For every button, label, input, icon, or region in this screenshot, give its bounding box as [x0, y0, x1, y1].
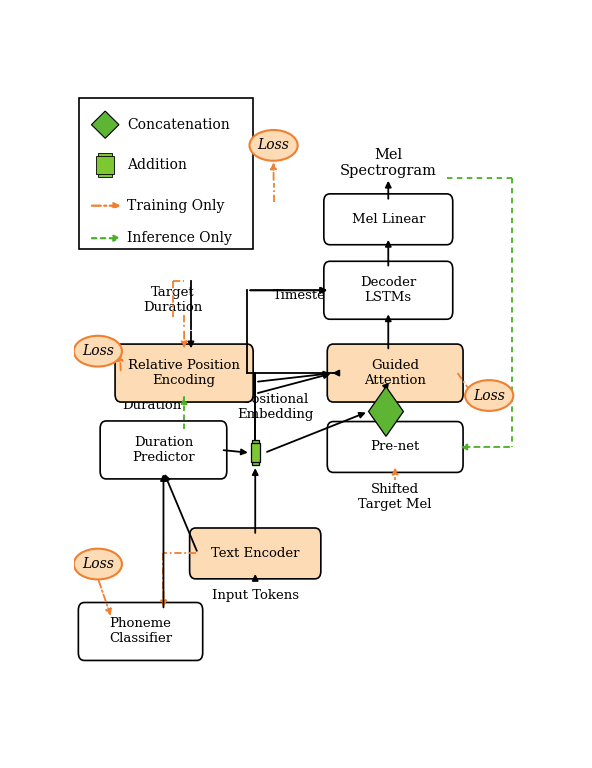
Text: Positional
Embedding: Positional Embedding — [237, 392, 314, 421]
FancyBboxPatch shape — [115, 344, 253, 402]
Polygon shape — [252, 441, 259, 465]
Text: Loss: Loss — [82, 557, 114, 571]
Text: Guided
Attention: Guided Attention — [364, 359, 426, 387]
Text: Loss: Loss — [82, 344, 114, 358]
Text: Timestep: Timestep — [273, 289, 334, 302]
Text: Target
Duration: Target Duration — [143, 286, 202, 314]
Polygon shape — [250, 443, 260, 462]
FancyBboxPatch shape — [324, 194, 453, 245]
Polygon shape — [369, 386, 403, 436]
Polygon shape — [91, 111, 119, 138]
FancyBboxPatch shape — [327, 422, 463, 472]
Text: Shifted
Target Mel: Shifted Target Mel — [358, 483, 432, 511]
FancyBboxPatch shape — [100, 421, 227, 479]
Polygon shape — [98, 153, 112, 177]
Text: Inference Only: Inference Only — [127, 231, 231, 245]
Text: Predicted
Duration: Predicted Duration — [120, 384, 184, 412]
Ellipse shape — [465, 380, 513, 411]
Text: Phoneme
Classifier: Phoneme Classifier — [109, 617, 172, 645]
Text: Relative Position
Encoding: Relative Position Encoding — [128, 359, 240, 387]
Ellipse shape — [74, 548, 122, 579]
Ellipse shape — [249, 130, 298, 161]
Text: Pre-net: Pre-net — [371, 441, 420, 453]
Text: Decoder
LSTMs: Decoder LSTMs — [360, 276, 416, 304]
Text: Loss: Loss — [473, 389, 505, 402]
Text: Text Encoder: Text Encoder — [211, 547, 300, 560]
Text: Duration
Predictor: Duration Predictor — [132, 436, 195, 464]
Text: Mel
Spectrogram: Mel Spectrogram — [340, 148, 437, 178]
Polygon shape — [96, 156, 114, 174]
Text: Addition: Addition — [127, 158, 186, 172]
Text: Mel Linear: Mel Linear — [352, 213, 425, 226]
Text: Training Only: Training Only — [127, 199, 224, 213]
Text: Loss: Loss — [258, 138, 289, 152]
Text: Input Tokens: Input Tokens — [212, 590, 299, 603]
FancyBboxPatch shape — [327, 344, 463, 402]
FancyBboxPatch shape — [324, 261, 453, 319]
FancyBboxPatch shape — [189, 528, 321, 579]
FancyBboxPatch shape — [79, 98, 253, 249]
Ellipse shape — [74, 336, 122, 366]
FancyBboxPatch shape — [78, 603, 202, 660]
Text: Concatenation: Concatenation — [127, 118, 230, 131]
